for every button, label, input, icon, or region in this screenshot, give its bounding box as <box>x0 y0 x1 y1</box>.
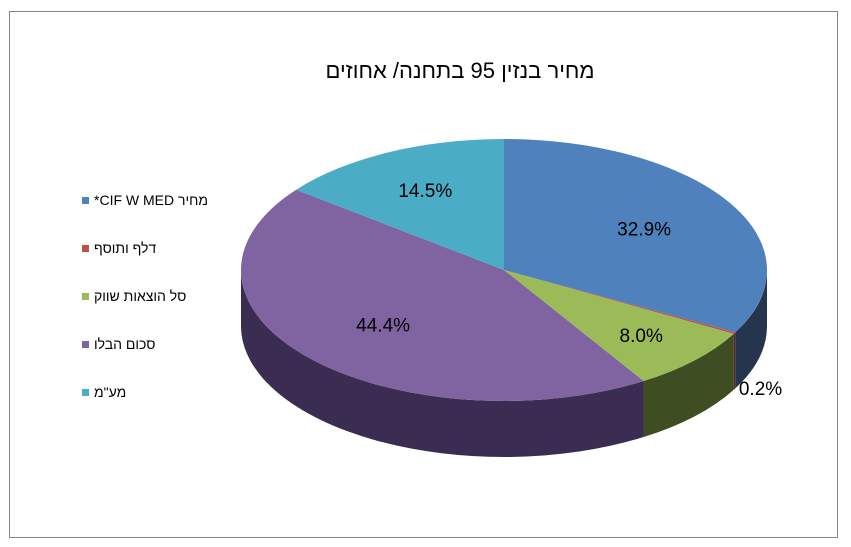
pie-side-3 <box>241 270 644 458</box>
legend-item: מחיר CIF W MED* <box>82 190 208 210</box>
legend-label: סכום הבלו <box>94 336 156 352</box>
legend-label: סל הוצאות שווק <box>94 288 187 304</box>
pie-sides <box>241 270 767 458</box>
pie-slice-4 <box>296 139 504 270</box>
legend-item: דלף ותוסף <box>82 238 156 258</box>
legend-item: סל הוצאות שווק <box>82 286 186 306</box>
pie-slice-0 <box>504 139 767 333</box>
legend-swatch <box>82 196 89 204</box>
legend-item: מע"מ <box>82 382 126 402</box>
legend-swatch <box>82 340 89 348</box>
pie-side-2 <box>643 333 734 438</box>
data-label-4: 14.5% <box>398 181 452 202</box>
legend-item: סכום הבלו <box>82 334 155 354</box>
legend-swatch <box>82 388 89 396</box>
pie-slices <box>241 139 767 401</box>
data-label-0: 32.9% <box>617 219 671 240</box>
legend-label: מחיר CIF W MED* <box>94 192 208 208</box>
legend-label: מע"מ <box>94 384 127 400</box>
pie-side-1 <box>733 332 736 390</box>
legend-swatch <box>82 292 89 300</box>
pie-side-0 <box>735 270 767 389</box>
chart-title: מחיר בנזין 95 בתחנה/ אחוזים <box>325 58 595 83</box>
legend-swatch <box>82 244 89 252</box>
data-label-2: 8.0% <box>620 326 663 347</box>
pie-slice-1 <box>504 270 736 334</box>
pie-slice-3 <box>241 189 644 401</box>
pie-slice-2 <box>504 270 734 382</box>
data-labels: 32.9% 0.2% 8.0% 44.4% 14.5% <box>356 181 782 400</box>
data-label-3: 44.4% <box>356 316 410 337</box>
data-label-1: 0.2% <box>739 379 782 400</box>
legend-label: דלף ותוסף <box>94 240 157 256</box>
